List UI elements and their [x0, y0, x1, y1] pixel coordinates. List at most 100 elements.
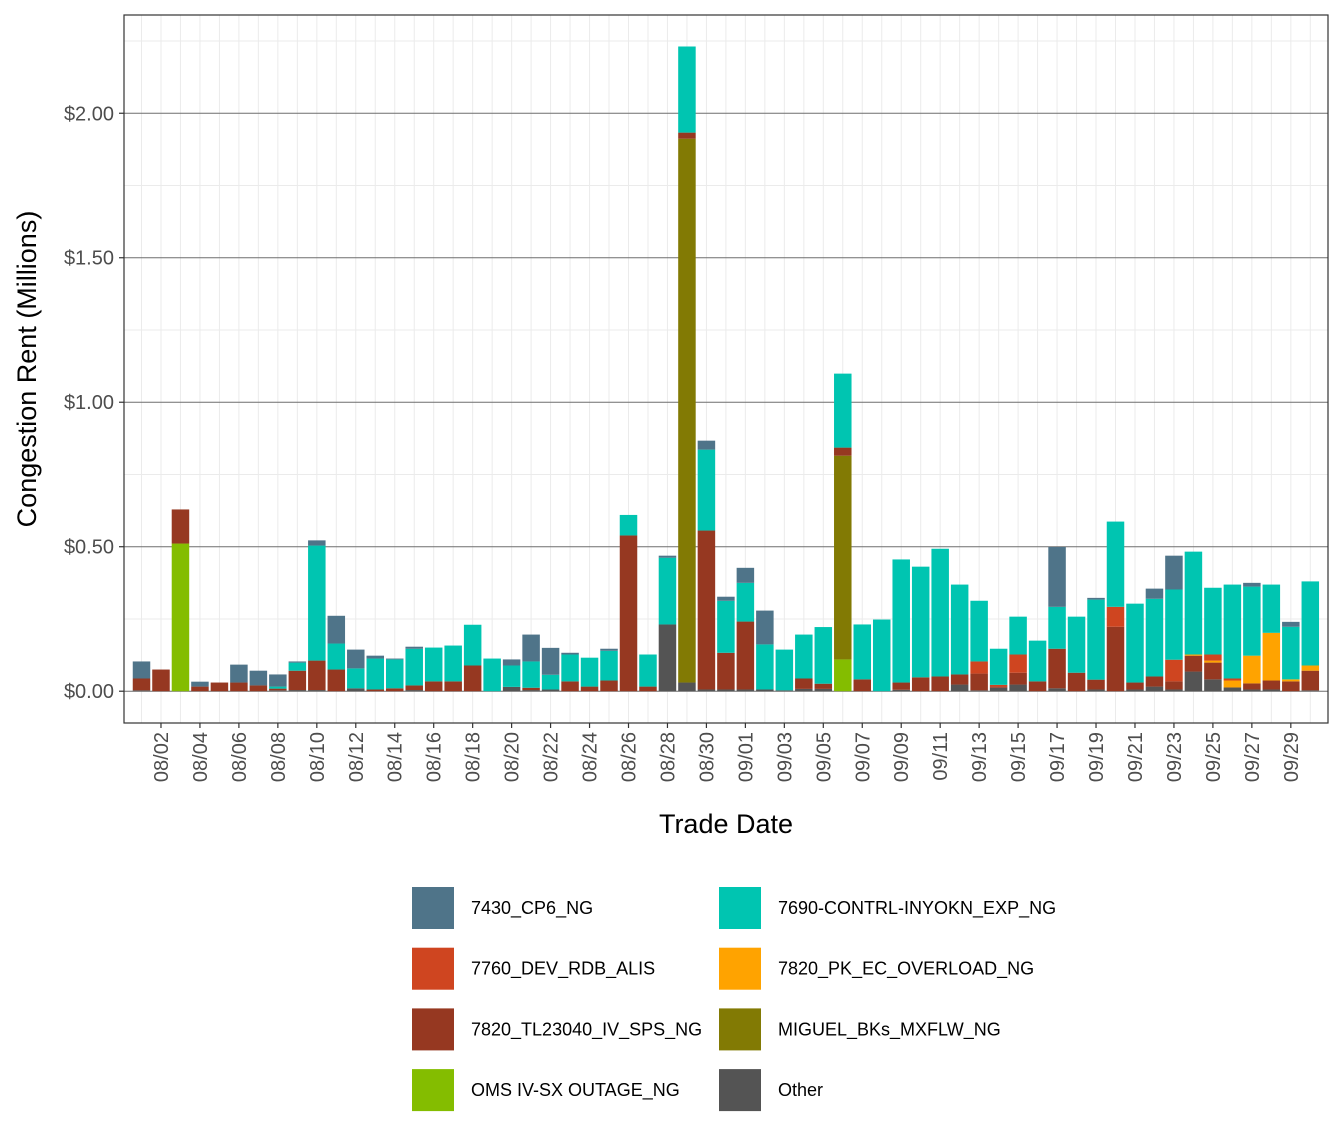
bar-segment-7690-contrl-inyokn-exp-ng [1028, 640, 1047, 682]
bar-segment-7760-dev-rdb-alis [989, 684, 1008, 687]
bar-segment-7690-contrl-inyokn-exp-ng [1009, 616, 1027, 655]
bar-segment-7820-tl23040-iv-sps-ng [424, 681, 443, 692]
bar-segment-7430-cp6-ng [308, 540, 326, 546]
x-tick-label: 08/18 [463, 732, 485, 782]
x-tick-label: 09/07 [852, 732, 874, 782]
bar-segment-7820-tl23040-iv-sps-ng [1184, 655, 1203, 672]
bar-segment-7690-contrl-inyokn-exp-ng [1184, 551, 1203, 655]
bar-segment-7820-tl23040-iv-sps-ng [327, 669, 346, 692]
bar-segment-7820-pk-ec-overload-ng [1243, 655, 1261, 684]
bar-segment-7690-contrl-inyokn-exp-ng [756, 644, 774, 690]
legend-swatch [412, 1008, 454, 1051]
bar-segment-other [1262, 689, 1281, 692]
bar-segment-7820-tl23040-iv-sps-ng [1301, 670, 1320, 691]
bar-segment-7430-cp6-ng [366, 655, 385, 659]
bar-segment-7430-cp6-ng [132, 661, 151, 679]
bar-segment-oms-iv-sx-outage-ng [834, 659, 852, 692]
x-tick-label: 09/17 [1047, 732, 1069, 782]
bar-segment-7690-contrl-inyokn-exp-ng [814, 627, 833, 684]
bar-segment-7430-cp6-ng [1282, 621, 1300, 627]
legend: 7430_CP6_NG 7690-CONTRL-INYOKN_EXP_NG 7760… [412, 887, 1056, 1112]
bar-segment-7820-tl23040-iv-sps-ng [444, 681, 462, 692]
bar-segment-7820-tl23040-iv-sps-ng [795, 678, 813, 689]
bar-segment-other [756, 689, 774, 692]
bar-segment-7690-contrl-inyokn-exp-ng [288, 662, 307, 671]
bar-segment-7690-contrl-inyokn-exp-ng [736, 582, 755, 622]
x-tick-label: 09/21 [1125, 732, 1147, 782]
y-tick-label: $0.00 [64, 681, 114, 703]
x-tick-label: 09/29 [1281, 732, 1303, 782]
bar-segment-7430-cp6-ng [327, 615, 346, 644]
bar-segment-7430-cp6-ng [1048, 547, 1066, 607]
x-tick-label: 08/30 [696, 732, 718, 782]
bar-segment-7690-contrl-inyokn-exp-ng [639, 654, 657, 687]
bar-segment-7690-contrl-inyokn-exp-ng [561, 654, 579, 682]
bar-segment-other [1165, 689, 1183, 692]
bar-segment-7820-tl23040-iv-sps-ng [580, 686, 599, 692]
bar-segment-7430-cp6-ng [502, 659, 521, 666]
bar-segment-7820-tl23040-iv-sps-ng [230, 682, 248, 692]
bar-segment-7820-tl23040-iv-sps-ng [288, 670, 307, 691]
y-tick-label: $1.00 [64, 392, 114, 414]
bar-segment-7760-dev-rdb-alis [1106, 606, 1125, 627]
bar-segment-7820-tl23040-iv-sps-ng [678, 132, 696, 139]
bar-segment-7690-contrl-inyokn-exp-ng [600, 650, 618, 681]
bar-segment-7690-contrl-inyokn-exp-ng [1301, 581, 1320, 666]
bar-segment-other [814, 688, 833, 692]
bar-segment-other [736, 689, 755, 692]
bar-segment-7430-cp6-ng [756, 610, 774, 645]
legend-label: 7690-CONTRL-INYOKN_EXP_NG [778, 898, 1056, 919]
bar-segment-other [308, 690, 326, 692]
legend-swatch [719, 947, 761, 990]
bar-segment-7820-pk-ec-overload-ng [1184, 654, 1203, 656]
bar-segment-miguel-bks-mxflw-ng [678, 138, 696, 683]
bar-segment-7820-pk-ec-overload-ng [1301, 665, 1320, 671]
bar-segment-7690-contrl-inyokn-exp-ng [1067, 616, 1086, 673]
legend-item: MIGUEL_BKs_MXFLW_NG [719, 1008, 1001, 1051]
bar-segment-7820-pk-ec-overload-ng [1262, 632, 1281, 681]
bar-segment-7820-tl23040-iv-sps-ng [463, 665, 482, 692]
bar-segment-7820-tl23040-iv-sps-ng [366, 689, 385, 692]
bar-segment-7690-contrl-inyokn-exp-ng [892, 559, 910, 683]
bar-segment-7820-pk-ec-overload-ng [1223, 680, 1242, 688]
bar-segment-7820-tl23040-iv-sps-ng [1067, 672, 1086, 692]
bar-segment-7820-tl23040-iv-sps-ng [191, 686, 209, 692]
bar-segment-7820-tl23040-iv-sps-ng [308, 660, 326, 691]
x-tick-label: 08/10 [307, 732, 329, 782]
x-tick-label: 09/03 [774, 732, 796, 782]
legend-swatch [719, 1008, 761, 1051]
bar-segment-7690-contrl-inyokn-exp-ng [795, 634, 813, 679]
legend-swatch [412, 1069, 454, 1112]
bar-segment-7690-contrl-inyokn-exp-ng [1223, 584, 1242, 679]
bar-segment-7690-contrl-inyokn-exp-ng [717, 600, 735, 653]
bar-segment-7820-tl23040-iv-sps-ng [1106, 626, 1125, 692]
bar-segment-7820-tl23040-iv-sps-ng [853, 679, 872, 692]
bar-segment-7820-tl23040-iv-sps-ng [1009, 672, 1027, 685]
bar-segment-7430-cp6-ng [288, 661, 307, 663]
bar-segment-7690-contrl-inyokn-exp-ng [1145, 598, 1164, 677]
bar-segment-7690-contrl-inyokn-exp-ng [541, 674, 560, 690]
bar-segment-7820-tl23040-iv-sps-ng [249, 685, 268, 692]
bar-segment-7820-pk-ec-overload-ng [1204, 660, 1222, 663]
legend-label: 7430_CP6_NG [471, 898, 593, 919]
bar-segment-other [892, 689, 910, 692]
bar-segment-7760-dev-rdb-alis [1009, 654, 1027, 673]
bar-segment-7820-pk-ec-overload-ng [1282, 679, 1300, 682]
bar-segment-7430-cp6-ng [347, 649, 365, 669]
x-tick-label: 08/26 [619, 732, 641, 782]
legend-swatch [719, 1069, 761, 1112]
x-tick-label: 08/02 [151, 732, 173, 782]
bar-segment-7820-tl23040-iv-sps-ng [1126, 682, 1144, 690]
bar-segment-7820-tl23040-iv-sps-ng [385, 688, 404, 692]
bar-segment-other [717, 689, 735, 692]
legend-item: OMS IV-SX OUTAGE_NG [412, 1069, 680, 1112]
bar-segment-7430-cp6-ng [405, 646, 423, 649]
bar-segment-other [269, 690, 287, 692]
bar-segment-7690-contrl-inyokn-exp-ng [853, 624, 872, 680]
bar-segment-7820-tl23040-iv-sps-ng [600, 680, 618, 692]
bar-segment-7430-cp6-ng [736, 567, 755, 583]
y-axis: $0.00 $0.50 $1.00 $1.50 $2.00 [64, 103, 124, 703]
bar-segment-7690-contrl-inyokn-exp-ng [970, 600, 988, 662]
bar-segment-other [288, 690, 307, 692]
bar-segment-7820-tl23040-iv-sps-ng [814, 683, 833, 689]
